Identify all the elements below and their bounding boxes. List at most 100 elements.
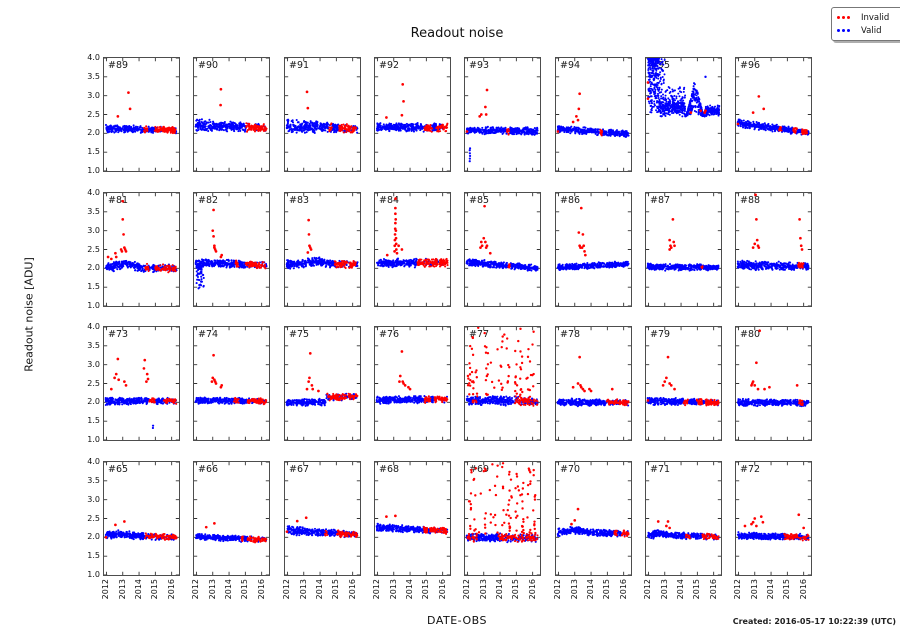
scatter-canvas: [104, 58, 179, 171]
x-axis-label: DATE-OBS: [427, 614, 487, 627]
panel-82: #82: [193, 192, 270, 307]
y-tick-label: 2.0: [87, 128, 100, 138]
y-tick-label: 4.0: [87, 457, 100, 466]
x-tick-label: 2012: [462, 579, 472, 600]
y-tick-label: 4.0: [87, 322, 100, 331]
scatter-canvas: [736, 462, 811, 575]
y-tick-label: 3.0: [87, 225, 100, 235]
invalid-marker-icon: [837, 16, 855, 19]
x-tick-label: 2013: [117, 579, 127, 600]
x-tick-label: 2015: [782, 579, 792, 600]
panel-65: #65: [103, 461, 180, 576]
x-tick-label: 2012: [643, 579, 653, 600]
x-tick-label: 2015: [602, 579, 612, 600]
scatter-canvas: [465, 193, 540, 306]
x-tick-label: 2016: [166, 579, 176, 600]
scatter-canvas: [556, 327, 631, 440]
panel-76: #76: [374, 326, 451, 441]
y-tick-label: 1.0: [87, 570, 100, 579]
panel-75: #75: [284, 326, 361, 441]
x-tick-label: 2015: [150, 579, 160, 600]
y-tick-label: 1.5: [87, 551, 100, 561]
y-tick-label: 1.5: [87, 282, 100, 292]
scatter-canvas: [646, 193, 721, 306]
y-tick-label: 1.5: [87, 416, 100, 426]
x-tick-label: 2013: [388, 579, 398, 600]
x-tick-label: 2013: [298, 579, 308, 600]
x-tick-label: 2013: [207, 579, 217, 600]
panel-68: #68: [374, 461, 451, 576]
x-tick-label: 2013: [478, 579, 488, 600]
panel-88: #88: [735, 192, 812, 307]
y-tick-label: 2.0: [87, 532, 100, 542]
scatter-canvas: [285, 58, 360, 171]
panel-81: #81: [103, 192, 180, 307]
y-tick-label: 1.5: [87, 147, 100, 157]
scatter-canvas: [375, 327, 450, 440]
panel-95: #95: [645, 57, 722, 172]
scatter-canvas: [556, 462, 631, 575]
y-tick-label: 2.5: [87, 109, 100, 119]
panel-87: #87: [645, 192, 722, 307]
panel-73: #73: [103, 326, 180, 441]
created-timestamp: Created: 2016-05-17 10:22:39 (UTC): [732, 617, 896, 626]
y-tick-label: 3.5: [87, 71, 100, 81]
x-tick-label: 2013: [569, 579, 579, 600]
x-tick-label: 2013: [749, 579, 759, 600]
x-tick-label: 2016: [708, 579, 718, 600]
scatter-canvas: [556, 193, 631, 306]
x-tick-label: 2012: [191, 579, 201, 600]
y-tick-label: 3.5: [87, 340, 100, 350]
x-tick-label: 2014: [405, 579, 415, 600]
scatter-canvas: [375, 58, 450, 171]
scatter-canvas: [194, 58, 269, 171]
legend-item-valid: Valid: [837, 24, 900, 37]
y-tick-label: 2.5: [87, 378, 100, 388]
panel-78: #78: [555, 326, 632, 441]
panel-79: #79: [645, 326, 722, 441]
scatter-canvas: [194, 193, 269, 306]
scatter-canvas: [285, 462, 360, 575]
scatter-canvas: [194, 462, 269, 575]
x-tick-label: 2012: [101, 579, 111, 600]
x-tick-label: 2012: [282, 579, 292, 600]
y-tick-label: 1.0: [87, 301, 100, 310]
scatter-canvas: [736, 58, 811, 171]
panel-94: #94: [555, 57, 632, 172]
y-tick-label: 2.0: [87, 263, 100, 273]
y-tick-label: 1.0: [87, 435, 100, 444]
panel-74: #74: [193, 326, 270, 441]
y-tick-label: 3.0: [87, 494, 100, 504]
scatter-canvas: [465, 327, 540, 440]
scatter-canvas: [556, 58, 631, 171]
panel-93: #93: [464, 57, 541, 172]
panel-84: #84: [374, 192, 451, 307]
chart-title: Readout noise: [410, 26, 504, 41]
x-tick-label: 2014: [766, 579, 776, 600]
panel-67: #67: [284, 461, 361, 576]
x-tick-label: 2016: [437, 579, 447, 600]
x-tick-label: 2016: [527, 579, 537, 600]
x-tick-label: 2012: [372, 579, 382, 600]
legend-item-invalid: Invalid: [837, 11, 900, 24]
x-tick-label: 2014: [495, 579, 505, 600]
legend-label-valid: Valid: [861, 25, 882, 36]
x-tick-label: 2016: [256, 579, 266, 600]
panel-92: #92: [374, 57, 451, 172]
panel-77: #77: [464, 326, 541, 441]
y-tick-label: 3.0: [87, 90, 100, 100]
y-tick-label: 1.0: [87, 166, 100, 175]
legend-label-invalid: Invalid: [861, 12, 890, 23]
panel-85: #85: [464, 192, 541, 307]
x-tick-label: 2016: [798, 579, 808, 600]
scatter-canvas: [285, 193, 360, 306]
x-tick-label: 2013: [659, 579, 669, 600]
panel-70: #70: [555, 461, 632, 576]
scatter-canvas: [736, 193, 811, 306]
x-tick-label: 2014: [676, 579, 686, 600]
scatter-canvas: [104, 193, 179, 306]
scatter-canvas: [285, 327, 360, 440]
scatter-canvas: [375, 462, 450, 575]
y-tick-label: 3.5: [87, 206, 100, 216]
